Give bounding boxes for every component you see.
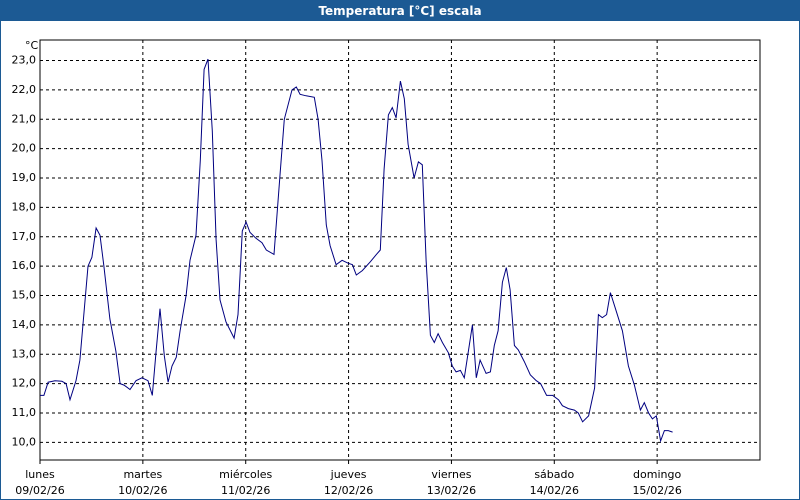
y-tick-label: 16,0 (12, 259, 37, 272)
y-tick-label: 15,0 (12, 289, 37, 302)
y-tick-label: 19,0 (12, 171, 37, 184)
y-tick-label: 17,0 (12, 230, 37, 243)
y-tick-label: 11,0 (12, 406, 37, 419)
x-tick-label: lunes (25, 468, 55, 481)
plot-area (39, 39, 761, 461)
x-tick-label: domingo (633, 468, 681, 481)
x-tick-label: viernes (431, 468, 471, 481)
y-tick-label: 13,0 (12, 347, 37, 360)
x-tick-label: 09/02/26 (15, 484, 64, 497)
chart: °C 10,0 11,0 12,0 13,0 14,0 15,0 16,0 17,0 18,0 1… (12, 39, 761, 497)
y-tick-label: 18,0 (12, 200, 37, 213)
x-tick-label: miércoles (219, 468, 272, 481)
y-tick-label: 23,0 (12, 54, 37, 67)
y-tick-label: 22,0 (12, 83, 37, 96)
y-tick-label: 14,0 (12, 318, 37, 331)
x-tick-label: 12/02/26 (324, 484, 373, 497)
x-tick-label: 14/02/26 (530, 484, 579, 497)
temperature-line (40, 58, 673, 443)
x-tick-label: 13/02/26 (427, 484, 476, 497)
y-tick-label: 20,0 (12, 142, 37, 155)
y-unit: °C (25, 39, 39, 52)
x-tick-label: 15/02/26 (632, 484, 681, 497)
x-tick-label: sábado (534, 468, 574, 481)
x-tick-label: martes (123, 468, 162, 481)
y-tick-label: 10,0 (12, 435, 37, 448)
y-tick-label: 12,0 (12, 377, 37, 390)
y-tick-label: 21,0 (12, 112, 37, 125)
x-tick-label: 11/02/26 (221, 484, 270, 497)
x-tick-label: jueves (330, 468, 367, 481)
x-tick-label: 10/02/26 (118, 484, 167, 497)
title-bar: Temperatura [°C] escala (1, 1, 799, 21)
